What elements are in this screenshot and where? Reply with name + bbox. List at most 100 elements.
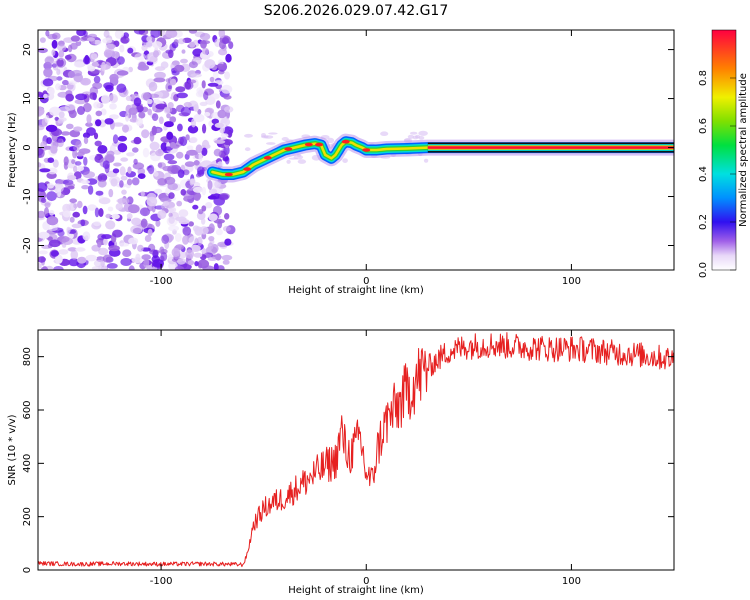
noise-blob: [39, 37, 46, 43]
signal-hotspot: [224, 172, 233, 177]
noise-blob: [224, 156, 230, 165]
noise-blob: [43, 145, 53, 150]
noise-blob: [126, 178, 133, 186]
noise-blob: [111, 51, 120, 59]
noise-blob: [152, 259, 164, 268]
noise-blob: [103, 237, 108, 246]
noise-blob: [177, 38, 186, 45]
noise-blob: [77, 106, 85, 115]
y-tick-label: 0: [22, 144, 33, 150]
noise-blob: [44, 202, 51, 208]
snr-line-group: [38, 332, 674, 568]
spectrogram-y-ticks: -20 -10 0 10 20: [22, 43, 674, 254]
noise-blob: [205, 202, 213, 209]
noise-blob: [139, 207, 151, 217]
snr-series-line: [38, 332, 674, 568]
noise-blob: [161, 234, 170, 244]
noise-blob: [218, 194, 229, 201]
noise-blob: [122, 124, 129, 133]
noise-blob: [156, 128, 161, 133]
noise-blob: [109, 114, 119, 120]
colorbar-tick-label: 0.8: [698, 70, 709, 86]
x-tick-label: 100: [562, 276, 581, 287]
noise-blob: [146, 98, 153, 105]
noise-blob: [200, 40, 207, 49]
noise-blob: [87, 204, 97, 211]
noise-blob: [38, 47, 48, 54]
noise-blob: [209, 76, 215, 83]
noise-blob: [174, 64, 185, 73]
y-tick-label: 200: [22, 507, 33, 526]
noise-blob: [203, 91, 209, 101]
noise-blob: [73, 203, 78, 209]
noise-blob: [116, 70, 129, 76]
noise-blob: [169, 116, 177, 123]
noise-blob: [58, 50, 65, 58]
noise-blob: [112, 122, 124, 127]
y-tick-label: 20: [22, 43, 33, 56]
noise-blob: [119, 242, 130, 247]
noise-blob: [168, 225, 180, 232]
noise-blob: [140, 190, 145, 197]
noise-blob: [297, 159, 307, 164]
noise-blob: [213, 148, 222, 157]
colorbar-tick-label: 0.0: [698, 262, 709, 278]
noise-blob: [186, 145, 194, 150]
noise-blob: [113, 162, 122, 167]
noise-blob: [174, 265, 185, 270]
noise-blob: [74, 99, 87, 105]
noise-blob: [47, 236, 53, 241]
signal-hotspot: [341, 139, 350, 144]
noise-blob: [199, 32, 211, 41]
noise-blob: [164, 176, 176, 185]
spectrogram-y-axis-label: Frequency (Hz): [7, 112, 18, 188]
noise-blob: [44, 115, 50, 123]
noise-blob: [189, 136, 198, 144]
noise-blob: [52, 159, 59, 168]
noise-blob: [68, 80, 78, 85]
noise-blob: [207, 256, 218, 261]
noise-blob: [67, 175, 77, 181]
noise-blob: [153, 77, 166, 83]
noise-blob: [176, 92, 188, 99]
chart-title: S206.2026.029.07.42.G17: [264, 3, 449, 19]
noise-blob: [193, 252, 203, 258]
noise-blob: [74, 161, 82, 166]
noise-blob: [42, 78, 54, 87]
noise-blob: [116, 56, 125, 65]
noise-blob: [201, 217, 206, 225]
noise-blob: [288, 157, 298, 160]
noise-blob: [46, 216, 59, 226]
noise-blob: [85, 122, 93, 127]
noise-blob: [138, 111, 146, 119]
noise-blob: [186, 149, 199, 156]
noise-blob: [166, 131, 174, 140]
noise-blob: [197, 166, 205, 175]
noise-blob: [169, 206, 177, 214]
noise-blob: [69, 198, 77, 203]
noise-blob: [91, 266, 104, 270]
y-tick-label: 800: [22, 347, 33, 366]
noise-blob: [55, 83, 61, 91]
noise-blob: [192, 186, 204, 193]
colorbar-label: Normalized spectral amplitude: [738, 73, 749, 227]
noise-blob: [117, 197, 130, 205]
noise-blob: [135, 105, 144, 113]
noise-blob: [93, 132, 99, 140]
noise-blob: [176, 258, 186, 265]
noise-blob: [201, 248, 207, 254]
noise-blob: [68, 247, 77, 252]
noise-blob: [153, 171, 159, 177]
noise-blob: [94, 207, 100, 218]
noise-blob: [146, 35, 152, 43]
noise-blob: [215, 228, 223, 236]
noise-blob: [90, 53, 98, 60]
noise-blob: [125, 112, 130, 122]
noise-blob: [216, 63, 225, 70]
noise-blob: [119, 180, 124, 188]
noise-blob: [175, 86, 186, 93]
noise-blob: [98, 247, 109, 256]
noise-blob: [214, 180, 222, 189]
noise-blob: [121, 189, 127, 195]
